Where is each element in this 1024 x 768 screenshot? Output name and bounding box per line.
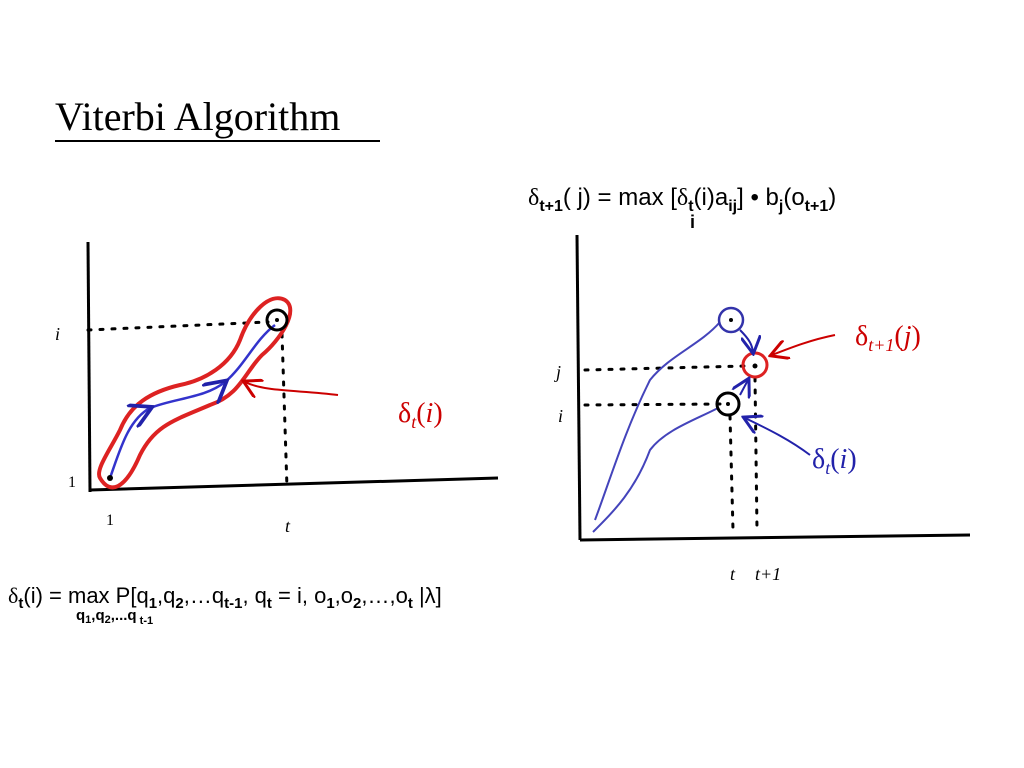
state-dot (275, 318, 279, 322)
text-part: t+1 (805, 198, 829, 215)
dotted-line (753, 376, 759, 532)
text-part: ,q (91, 607, 104, 624)
text-part: = i, o (272, 583, 326, 608)
text-part: t (267, 595, 272, 612)
state-dot (729, 318, 733, 322)
text-part: (i)a (694, 184, 729, 211)
text-part: 2 (353, 595, 361, 612)
x-label: t+1 (755, 564, 781, 584)
text-part: t (411, 412, 417, 432)
x-axis (579, 533, 971, 542)
x-label: 1 (106, 512, 114, 529)
formula-bottom-under: q1,q2,...q t-1 (76, 607, 153, 627)
text-part: ,…q (184, 583, 224, 608)
path (592, 407, 719, 533)
text-part: ) (433, 398, 442, 429)
text-part: ( (416, 398, 425, 429)
text-part: t (18, 595, 23, 612)
path-outline (97, 296, 293, 490)
x-label: t (730, 564, 736, 584)
start-dot (107, 475, 113, 481)
text-part: t+1 (539, 198, 563, 215)
text-part: t-1 (224, 595, 242, 612)
title: Viterbi Algorithm (55, 94, 340, 139)
x-label: t (285, 516, 291, 536)
text-part: j (901, 321, 912, 352)
dotted-line (86, 320, 270, 332)
text-part: i (426, 398, 434, 429)
formula-top-under: i (690, 212, 695, 232)
text-part: δ (528, 185, 539, 211)
state-dot (752, 363, 758, 369)
delta-label: δt+1(j) (855, 321, 921, 355)
delta-label: δt(i) (398, 398, 443, 432)
text-part: t (825, 458, 831, 478)
dotted-line (280, 332, 289, 490)
text-part: t-1 (137, 615, 154, 627)
y-label: 1 (68, 474, 76, 491)
text-part: |λ] (413, 583, 442, 608)
delta-label: δt(i) (812, 444, 857, 478)
text-part: ( (830, 444, 839, 475)
text-part: t (408, 595, 413, 612)
path (594, 321, 721, 521)
text-part: 2 (105, 614, 111, 626)
right-diagram: j i t t+1 δt+1(j) δt(i) (554, 234, 971, 584)
path (108, 324, 276, 479)
dotted-line (728, 414, 735, 532)
text-part: δ (812, 444, 825, 475)
formula-top: δt+1( j) = max [δt(i)aij] • bj(ot+1) (528, 184, 836, 215)
state-dot (726, 402, 730, 406)
y-label: j (554, 362, 561, 382)
text-part: ij (728, 198, 737, 215)
arrow (740, 380, 748, 395)
text-part: t+1 (868, 335, 894, 355)
text-part: ,…,o (361, 583, 407, 608)
y-label: i (55, 324, 60, 344)
text-part: , q (242, 583, 266, 608)
y-axis (86, 241, 92, 493)
text-part: δ (855, 321, 868, 352)
text-part: ) (911, 321, 920, 352)
text-part: ) (847, 444, 856, 475)
text-part: ,q (157, 583, 175, 608)
text-part: δ (677, 185, 688, 211)
text-part: (i) = max P[q (23, 583, 148, 608)
arrow (772, 334, 836, 355)
state-circle (717, 306, 745, 334)
text-part: ,...q (111, 607, 137, 624)
text-part: (o (783, 184, 804, 211)
formula-bottom: δt(i) = max P[q1,q2,…qt-1, qt = i, o1,o2… (8, 583, 442, 612)
arrow (245, 382, 339, 395)
state-circle (715, 391, 741, 417)
state-circle (265, 308, 289, 332)
arrow (739, 329, 753, 352)
text-part: ,o (335, 583, 353, 608)
text-part: j (778, 198, 783, 215)
text-part: ( j) = max [ (563, 184, 677, 211)
text-part: δ (8, 583, 18, 608)
arrow (745, 418, 811, 456)
text-part: ] • b (737, 184, 779, 211)
y-label: i (558, 406, 563, 426)
text-part: δ (398, 398, 411, 429)
text-part: 2 (175, 595, 183, 612)
y-axis (575, 234, 582, 541)
dotted-line (583, 402, 722, 407)
text-part: ) (828, 184, 836, 211)
text-part: 1 (85, 614, 91, 626)
text-part: ( (894, 321, 903, 352)
x-axis (89, 476, 499, 492)
dotted-line (583, 364, 747, 372)
left-diagram: i 1 1 t δt(i) (55, 241, 499, 536)
text-part: q (76, 607, 85, 624)
text-part: 1 (326, 595, 334, 612)
text-part: t (688, 198, 694, 215)
text-part: i (840, 444, 848, 475)
text-part: 1 (149, 595, 157, 612)
